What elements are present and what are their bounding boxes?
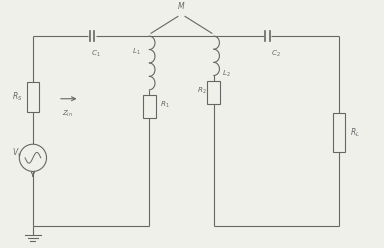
Text: $L_2$: $L_2$ [222,69,230,79]
Circle shape [19,144,46,171]
Text: $Z_{in}$: $Z_{in}$ [61,109,73,119]
Bar [143,95,156,119]
Text: $R_2$: $R_2$ [197,86,207,96]
Text: $V_s$: $V_s$ [12,146,22,159]
Text: $C_1$: $C_1$ [91,49,101,59]
Text: $L_1$: $L_1$ [132,47,141,57]
Text: $R_S$: $R_S$ [12,91,22,103]
Text: $M$: $M$ [177,0,185,11]
Text: $R_L$: $R_L$ [350,126,360,139]
Text: $C_2$: $C_2$ [271,49,281,59]
Text: $R_1$: $R_1$ [160,100,170,110]
Bar [207,81,220,104]
Bar [333,113,345,153]
Bar [26,82,39,112]
